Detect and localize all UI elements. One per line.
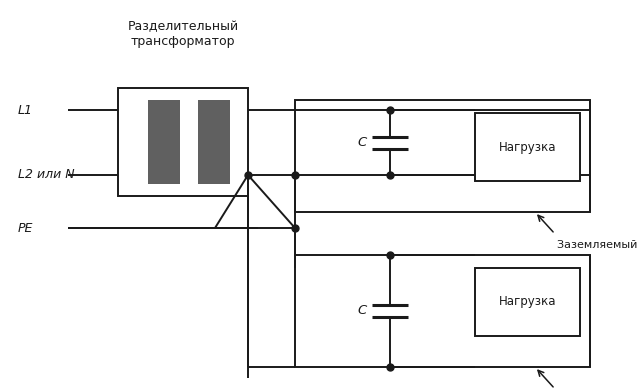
Bar [295,100,590,212]
Bar [148,100,180,184]
Text: C: C [357,136,367,149]
Text: Нагрузка: Нагрузка [499,296,556,308]
Bar [118,88,248,196]
Text: C: C [357,305,367,317]
Bar [198,100,230,184]
Text: Нагрузка: Нагрузка [499,140,556,154]
Text: L1: L1 [18,104,33,117]
Text: Заземляемый экран: Заземляемый экран [557,240,638,250]
Bar [295,255,590,367]
Text: L2 или N: L2 или N [18,169,75,181]
Bar [475,268,580,336]
Text: PE: PE [18,221,33,235]
Text: Разделительный
трансформатор: Разделительный трансформатор [128,20,239,48]
Bar [475,113,580,181]
